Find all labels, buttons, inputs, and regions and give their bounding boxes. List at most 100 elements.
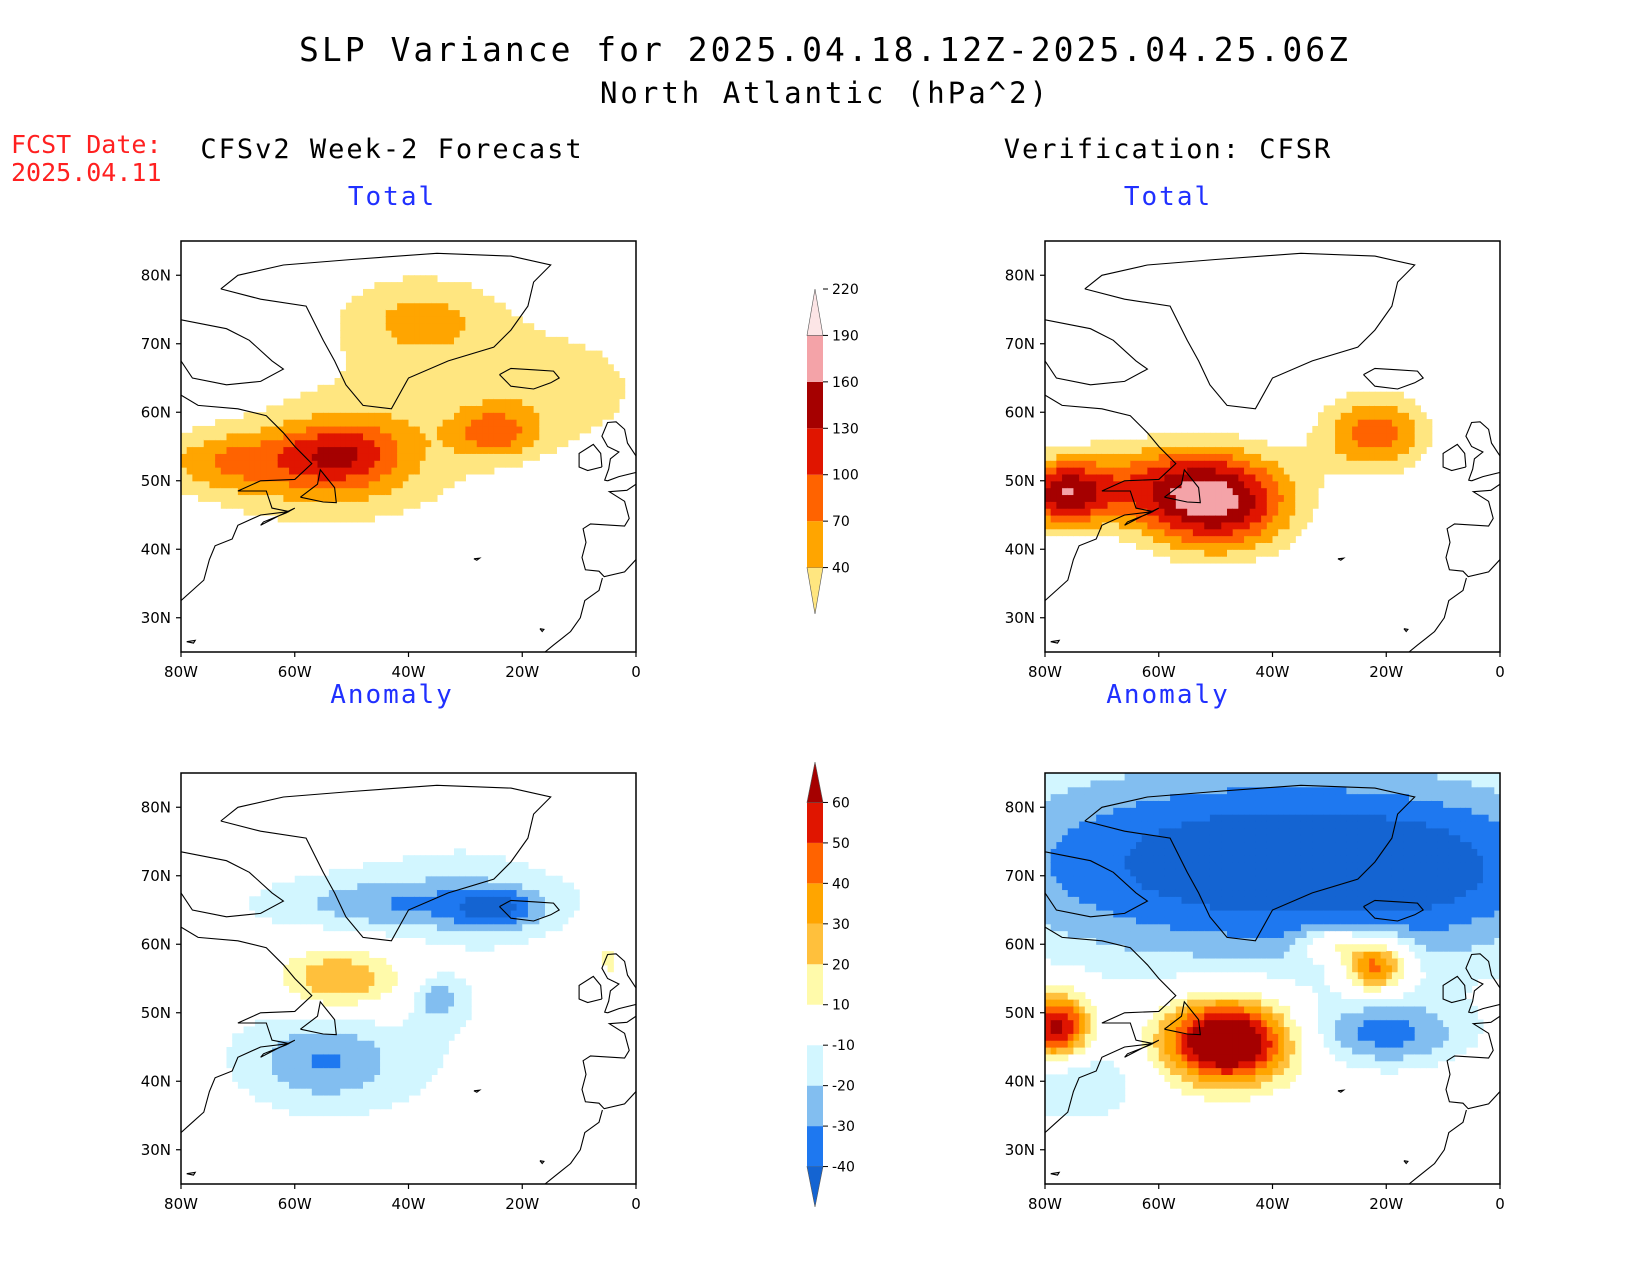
shade-cell [277, 910, 284, 918]
shade-cell [499, 903, 506, 911]
shade-cell [539, 930, 546, 938]
shade-cell [402, 405, 410, 413]
shade-cell [334, 446, 341, 454]
shade-cell [311, 494, 319, 502]
shade-cell [402, 364, 410, 372]
shade-cell [283, 405, 290, 413]
shade-cell [243, 1060, 250, 1069]
shade-cell [340, 1067, 347, 1075]
shade-cell [345, 323, 353, 331]
shade-cell [1386, 412, 1393, 420]
shade-cell [1289, 460, 1296, 468]
shade-cell [1062, 937, 1069, 945]
shade-cell [1090, 834, 1097, 843]
shade-cell [459, 364, 466, 372]
shade-cell [1335, 446, 1342, 454]
shade-cell [1050, 1033, 1057, 1041]
shade-cell [340, 371, 347, 379]
shade-cell [442, 302, 449, 311]
shade-cell [249, 467, 256, 475]
shade-cell [459, 323, 466, 331]
shade-cell [1062, 814, 1069, 822]
shade-cell [1136, 834, 1143, 843]
shade-cell [1261, 453, 1268, 461]
shade-cell [550, 889, 557, 897]
shade-cell [471, 889, 478, 897]
shade-cell [1084, 1088, 1092, 1096]
shade-cell [1101, 779, 1109, 788]
shade-cell [510, 446, 518, 454]
shade-cell [289, 1060, 296, 1069]
lat-tick-label: 50N [1005, 472, 1035, 490]
shade-cell [1067, 528, 1075, 537]
shade-cell [419, 398, 427, 406]
shade-cell [527, 343, 535, 352]
shade-cell [1141, 862, 1148, 870]
shade-cell [579, 357, 586, 365]
shade-cell [317, 1108, 324, 1117]
shade-cell [1209, 460, 1217, 468]
shade-cell [340, 384, 347, 393]
shade-cell [414, 316, 421, 324]
shade-cell [254, 446, 262, 454]
shade-cell [471, 432, 478, 441]
shade-cell [1118, 875, 1126, 884]
shade-cell [505, 903, 512, 911]
shade-cell [471, 288, 478, 297]
shade-cell [550, 336, 557, 345]
shade-cell [584, 384, 592, 393]
shade-cell [1107, 494, 1114, 502]
shade-cell [1187, 1040, 1194, 1048]
shade-cell [1181, 1074, 1188, 1082]
shade-cell [1136, 467, 1143, 475]
shade-cell [1045, 855, 1052, 863]
shade-cell [1107, 923, 1114, 932]
shade-cell [391, 425, 398, 434]
shade-cell [1209, 521, 1217, 530]
shade-cell [334, 419, 341, 427]
shade-cell [505, 398, 512, 406]
shade-cell [459, 882, 466, 891]
shade-cell [294, 875, 302, 884]
shade-cell [1096, 896, 1103, 904]
shade-cell [607, 951, 614, 959]
shade-cell [1192, 521, 1200, 530]
shade-cell [1056, 903, 1063, 911]
shade-cell [391, 378, 398, 386]
shade-cell [1158, 814, 1166, 822]
shade-cell [357, 1033, 364, 1041]
shade-cell [419, 357, 427, 365]
shade-cell [1153, 786, 1160, 795]
shade-cell [459, 992, 466, 1000]
shade-cell [465, 419, 472, 427]
shade-cell [340, 453, 347, 461]
shade-cell [186, 467, 193, 475]
shade-cell [1130, 889, 1137, 897]
shade-cell [419, 868, 427, 877]
shade-cell [448, 371, 455, 379]
shade-cell [232, 432, 239, 441]
shade-cell [1107, 521, 1114, 530]
shade-cell [545, 910, 552, 918]
shade-cell [283, 882, 290, 891]
shade-cell [328, 971, 336, 980]
shade-cell [431, 855, 438, 863]
shade-cell [243, 425, 250, 434]
shade-cell [1130, 439, 1137, 448]
shade-cell [1130, 820, 1137, 829]
shade-cell [550, 405, 557, 413]
shade-cell [1181, 793, 1188, 801]
shade-cell [351, 882, 358, 891]
shade-cell [351, 371, 358, 379]
shade-cell [1141, 1040, 1148, 1048]
shade-cell [289, 882, 296, 891]
shade-cell [1073, 508, 1080, 516]
shade-cell [300, 916, 307, 925]
shade-cell [1403, 432, 1410, 441]
shade-cell [1153, 535, 1160, 543]
shade-cell [317, 1088, 324, 1096]
shade-cell [311, 1040, 319, 1048]
shade-cell [1136, 460, 1143, 468]
shade-cell [397, 419, 404, 427]
shade-cell [1261, 487, 1268, 496]
